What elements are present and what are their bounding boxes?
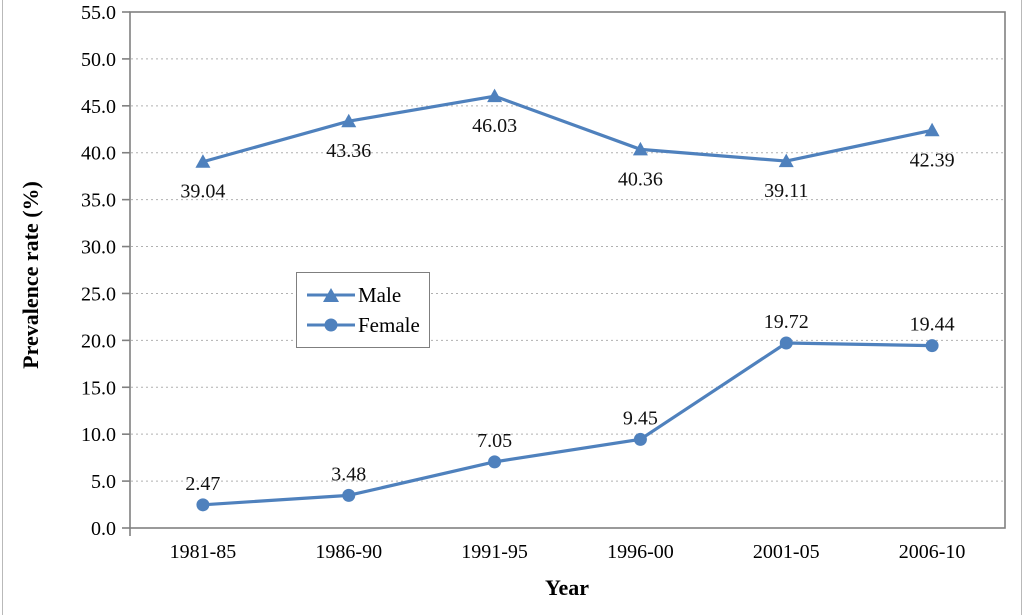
male-data-label: 39.04 bbox=[180, 181, 225, 203]
y-tick-label: 40.0 bbox=[81, 143, 116, 165]
male-data-label: 40.36 bbox=[618, 168, 663, 190]
right-edge-line bbox=[1021, 0, 1022, 615]
male-data-label: 46.03 bbox=[472, 115, 517, 137]
legend: Male Female bbox=[296, 272, 430, 348]
x-tick-label: 1996-00 bbox=[607, 541, 674, 563]
x-tick-label: 1981-85 bbox=[170, 541, 237, 563]
legend-item-female: Female bbox=[306, 312, 429, 337]
male-series-triangle-icon bbox=[307, 288, 355, 302]
female-data-label: 9.45 bbox=[623, 407, 658, 429]
female-data-point bbox=[196, 498, 210, 512]
y-tick-label: 5.0 bbox=[91, 471, 116, 493]
male-data-point bbox=[487, 88, 503, 103]
male-data-label: 39.11 bbox=[764, 180, 808, 202]
male-data-point bbox=[195, 154, 211, 168]
female-data-label: 2.47 bbox=[185, 473, 220, 495]
female-data-point bbox=[488, 455, 502, 469]
x-tick-label: 1986-90 bbox=[315, 541, 382, 563]
legend-item-male: Male bbox=[306, 282, 429, 307]
x-axis-title: Year bbox=[545, 575, 589, 600]
y-tick-label: 10.0 bbox=[81, 424, 116, 446]
male-data-point bbox=[632, 141, 648, 156]
female-series-circle-icon bbox=[307, 318, 355, 332]
female-data-point bbox=[779, 336, 793, 350]
female-data-point bbox=[633, 432, 647, 446]
female-data-label: 7.05 bbox=[477, 430, 512, 452]
male-data-point bbox=[778, 153, 794, 168]
female-data-label: 3.48 bbox=[331, 463, 366, 485]
y-tick-label: 35.0 bbox=[81, 190, 116, 212]
male-data-label: 42.39 bbox=[910, 149, 955, 171]
male-data-point bbox=[924, 122, 940, 137]
y-tick-label: 50.0 bbox=[81, 49, 116, 71]
y-tick-label: 20.0 bbox=[81, 330, 116, 352]
legend-label-male: Male bbox=[358, 282, 402, 307]
x-tick-label: 1991-95 bbox=[461, 541, 528, 563]
female-line bbox=[201, 341, 934, 507]
y-axis-title: Prevalence rate (%) bbox=[18, 181, 43, 369]
x-tick-label: 2001-05 bbox=[753, 541, 820, 563]
y-tick-label: 0.0 bbox=[91, 518, 116, 540]
y-tick-label: 25.0 bbox=[81, 283, 116, 305]
female-data-point bbox=[925, 339, 939, 353]
y-tick-label: 30.0 bbox=[81, 237, 116, 259]
male-data-point bbox=[341, 113, 357, 128]
y-tick-label: 45.0 bbox=[81, 96, 116, 118]
left-edge-line bbox=[2, 0, 3, 615]
y-tick-label: 55.0 bbox=[81, 2, 116, 24]
female-data-label: 19.44 bbox=[910, 314, 955, 336]
plot-border bbox=[129, 11, 1006, 529]
male-data-label: 43.36 bbox=[326, 140, 371, 162]
female-data-label: 19.72 bbox=[764, 311, 809, 333]
female-data-point bbox=[342, 488, 356, 502]
legend-label-female: Female bbox=[358, 312, 420, 337]
x-tick-label: 2006-10 bbox=[899, 541, 966, 563]
male-line bbox=[201, 94, 934, 164]
y-tick-label: 15.0 bbox=[81, 377, 116, 399]
